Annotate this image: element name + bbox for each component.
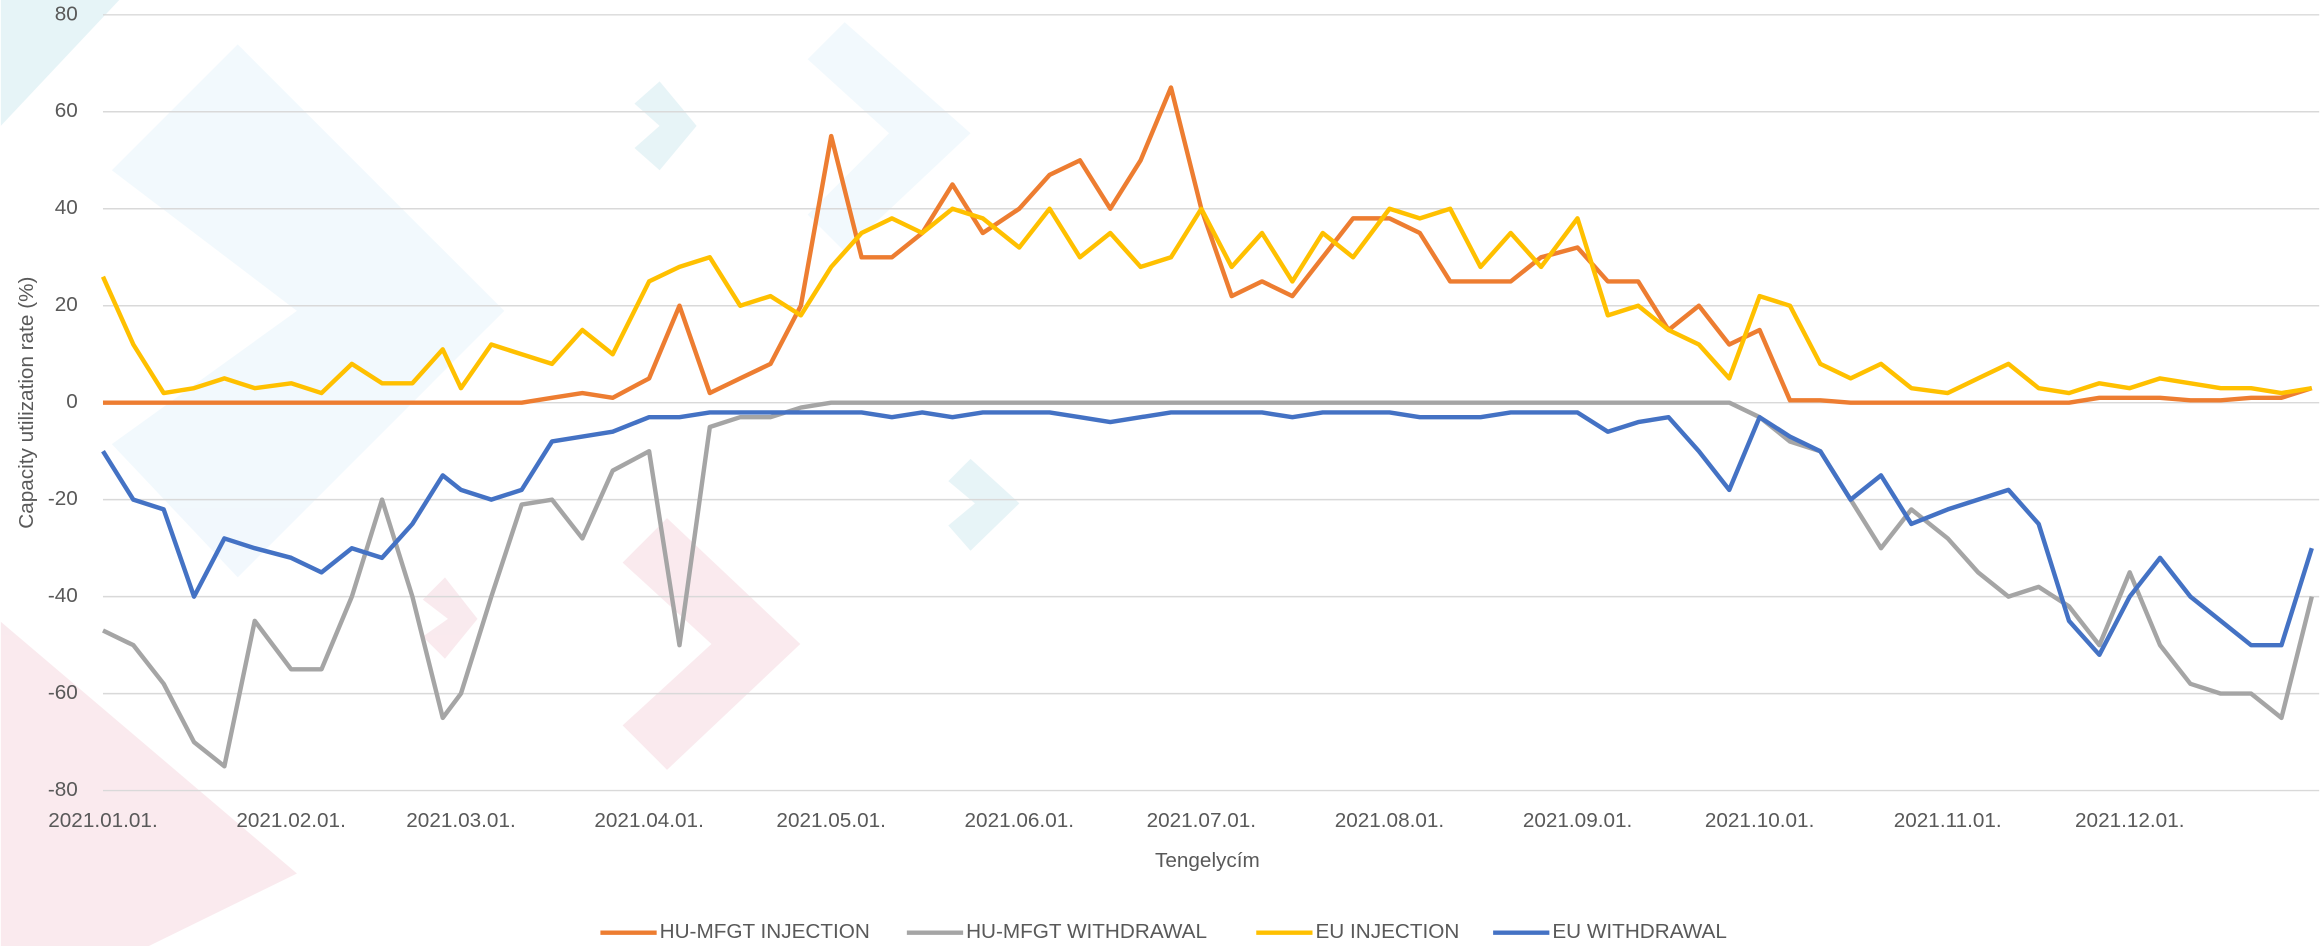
y-tick-label: 80 [55, 2, 78, 25]
series-line [102, 400, 2314, 769]
x-axis-title: Tengelycím [1155, 849, 1260, 872]
x-tick-label: 2021.05.01. [776, 809, 885, 832]
y-tick-label: 20 [55, 293, 78, 316]
x-tick-label: 2021.10.01. [1705, 809, 1814, 832]
background-decoration [0, 0, 1020, 946]
plot-lines [100, 85, 2314, 769]
x-tick-label: 2021.03.01. [406, 809, 515, 832]
y-tick-label: -80 [48, 778, 78, 801]
x-tick-label: 2021.11.01. [1894, 809, 2002, 832]
x-tick-label: 2021.12.01. [2075, 809, 2184, 832]
x-tick-label: 2021.04.01. [594, 809, 703, 832]
gridlines [102, 14, 2320, 792]
x-tick-label: 2021.01.01. [48, 809, 157, 832]
legend: HU-MFGT INJECTION HU-MFGT WITHDRAWAL EU IN… [600, 920, 1727, 943]
y-tick-label: -20 [48, 487, 78, 510]
y-tick-label: 0 [66, 390, 78, 413]
legend-label: EU WITHDRAWAL [1552, 920, 1727, 943]
series-line [101, 410, 2314, 658]
x-tick-label: 2021.06.01. [965, 809, 1074, 832]
x-tick-label: 2021.08.01. [1335, 809, 1444, 832]
series-line [100, 206, 2313, 396]
y-tick-label: 60 [55, 99, 78, 122]
y-axis-title: Capacity utilization rate (%) [15, 277, 38, 529]
y-tick-label: 40 [55, 196, 78, 219]
tick-labels: 80 60 40 20 0 -20 -40 -60 -80 2021.01.01. 2021.02.… [48, 2, 2185, 832]
legend-label: HU-MFGT WITHDRAWAL [966, 920, 1207, 943]
x-tick-label: 2021.02.01. [236, 809, 345, 832]
y-tick-label: -60 [48, 681, 78, 704]
y-tick-label: -40 [48, 584, 78, 607]
x-tick-label: 2021.09.01. [1523, 809, 1632, 832]
x-tick-label: 2021.07.01. [1147, 809, 1256, 832]
legend-label: EU INJECTION [1315, 920, 1459, 943]
legend-label: HU-MFGT INJECTION [660, 920, 870, 943]
